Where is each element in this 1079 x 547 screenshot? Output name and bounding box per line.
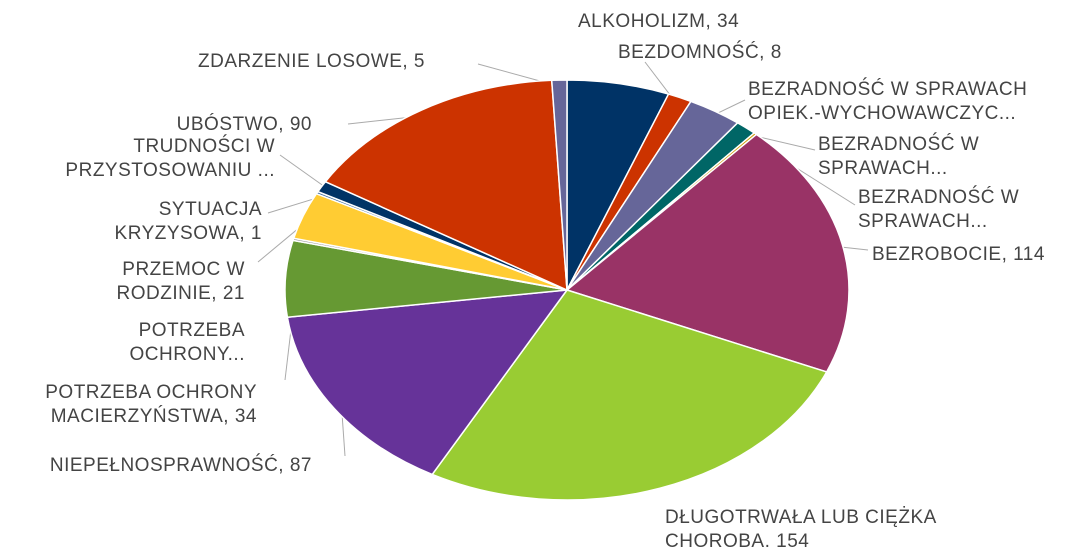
data-label: KRYZYSOWA, 1 — [115, 223, 262, 244]
data-label: UBÓSTWO, 90 — [177, 113, 312, 135]
data-label: OCHRONY... — [129, 344, 245, 365]
data-label: BEZROBOCIE, 114 — [872, 244, 1045, 265]
slice — [550, 79, 568, 291]
data-label: ZDARZENIE LOSOWE, 5 — [198, 51, 425, 72]
data-label: POTRZEBA — [139, 320, 245, 341]
data-label: PRZYSTOSOWANIU ... — [65, 160, 275, 181]
data-label: CHOROBA, 154 — [665, 531, 809, 547]
slices — [284, 79, 850, 501]
data-label: BEZDOMNOŚĆ, 8 — [618, 41, 782, 63]
data-label: OPIEK.-WYCHOWAWCZYC... — [748, 103, 1016, 124]
data-label: NIEPEŁNOSPRAWNOŚĆ, 87 — [50, 454, 312, 476]
data-label: MACIERZYŃSTWA, 34 — [51, 406, 257, 427]
data-label: DŁUGOTRWAŁA LUB CIĘŻKA — [665, 507, 937, 528]
slice — [431, 289, 828, 501]
data-label: SPRAWACH... — [858, 211, 988, 232]
data-label: BEZRADNOŚĆ W SPRAWACH — [748, 78, 1027, 100]
data-label: BEZRADNOŚĆ W — [858, 186, 1019, 208]
slice — [286, 289, 569, 476]
data-label: RODZINIE, 21 — [117, 283, 245, 304]
data-label: POTRZEBA OCHRONY — [45, 382, 257, 403]
data-label: SYTUACJA — [159, 199, 262, 220]
leader-line — [279, 154, 330, 191]
data-label: ALKOHOLIZM, 34 — [578, 11, 739, 32]
data-label: TRUDNOŚCI W — [133, 135, 275, 157]
data-label: BEZRADNOŚĆ W — [818, 133, 979, 155]
slice — [324, 79, 568, 292]
slice — [565, 133, 850, 373]
data-label: SPRAWACH... — [818, 158, 948, 179]
data-label: PRZEMOC W — [122, 259, 245, 280]
